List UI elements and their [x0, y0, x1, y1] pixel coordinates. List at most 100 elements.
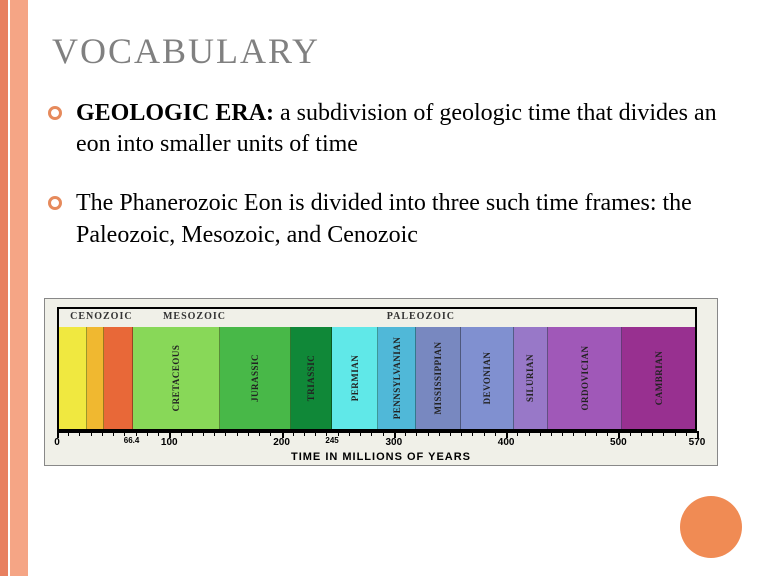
x-axis: 010020030040050057066.4245: [57, 431, 697, 445]
minor-tick: [495, 431, 496, 436]
tick-label-minor: 245: [325, 436, 338, 445]
period-bar: [59, 327, 87, 429]
minor-tick: [652, 431, 653, 436]
minor-tick: [237, 431, 238, 436]
minor-tick: [248, 431, 249, 436]
minor-tick: [439, 431, 440, 436]
definition: The Phanerozoic Eon is divided into thre…: [76, 190, 692, 247]
minor-tick: [562, 431, 563, 436]
term: GEOLOGIC ERA:: [76, 100, 274, 126]
period-bar: [87, 327, 104, 429]
minor-tick: [641, 431, 642, 436]
minor-tick: [585, 431, 586, 436]
minor-tick: [147, 431, 148, 436]
minor-tick: [158, 431, 159, 436]
minor-tick: [79, 431, 80, 436]
minor-tick: [461, 431, 462, 436]
period-bar: CRETACEOUS: [133, 327, 220, 429]
period-label: MISSISSIPPIAN: [433, 341, 443, 414]
era-label: CENOZOIC: [70, 311, 132, 322]
period-label: JURASSIC: [250, 354, 260, 402]
period-label: SILURIAN: [525, 354, 535, 402]
minor-tick: [540, 431, 541, 436]
minor-tick: [596, 431, 597, 436]
minor-tick: [214, 431, 215, 436]
bullet-item: GEOLOGIC ERA: a subdivision of geologic …: [48, 98, 728, 160]
period-label: TRIASSIC: [306, 355, 316, 402]
tick-label: 0: [54, 437, 60, 448]
minor-tick: [192, 431, 193, 436]
bullet-text: GEOLOGIC ERA: a subdivision of geologic …: [76, 98, 728, 160]
chart-plot-area: CENOZOICMESOZOICPALEOZOIC CRETACEOUSJURA…: [57, 307, 697, 431]
bullet-item: The Phanerozoic Eon is divided into thre…: [48, 188, 728, 250]
minor-tick: [472, 431, 473, 436]
minor-tick: [102, 431, 103, 436]
minor-tick: [259, 431, 260, 436]
tick-label: 300: [385, 437, 402, 448]
minor-tick: [293, 431, 294, 436]
minor-tick: [551, 431, 552, 436]
minor-tick: [607, 431, 608, 436]
period-label: DEVONIAN: [482, 352, 492, 405]
minor-tick: [416, 431, 417, 436]
period-label: CAMBRIAN: [654, 351, 664, 406]
period-bar: TRIASSIC: [291, 327, 332, 429]
period-label: PERMIAN: [350, 355, 360, 402]
content-area: GEOLOGIC ERA: a subdivision of geologic …: [48, 98, 728, 279]
axis-line: [57, 431, 697, 433]
minor-tick: [484, 431, 485, 436]
era-labels-row: CENOZOICMESOZOICPALEOZOIC: [59, 309, 695, 327]
minor-tick: [360, 431, 361, 436]
minor-tick: [349, 431, 350, 436]
minor-tick: [225, 431, 226, 436]
tick-label: 570: [689, 437, 706, 448]
period-bar: [104, 327, 133, 429]
minor-tick: [383, 431, 384, 436]
decor-circle: [680, 496, 742, 558]
period-bar: MISSISSIPPIAN: [416, 327, 461, 429]
tick-label: 100: [161, 437, 178, 448]
minor-tick: [686, 431, 687, 436]
period-bar: PERMIAN: [332, 327, 378, 429]
bullet-text: The Phanerozoic Eon is divided into thre…: [76, 188, 728, 250]
bullet-icon: [48, 106, 62, 120]
minor-tick: [304, 431, 305, 436]
tick-label-minor: 66.4: [124, 436, 140, 445]
tick-label: 500: [610, 437, 627, 448]
period-bar: DEVONIAN: [461, 327, 515, 429]
tick-label: 200: [273, 437, 290, 448]
minor-tick: [91, 431, 92, 436]
decor-stripe-1: [0, 0, 8, 576]
minor-tick: [270, 431, 271, 436]
period-label: ORDOVICIAN: [580, 345, 590, 410]
minor-tick: [405, 431, 406, 436]
minor-tick: [675, 431, 676, 436]
minor-tick: [529, 431, 530, 436]
minor-tick: [630, 431, 631, 436]
bullet-icon: [48, 196, 62, 210]
minor-tick: [113, 431, 114, 436]
minor-tick: [428, 431, 429, 436]
period-label: PENNSYLVANIAN: [392, 337, 402, 420]
minor-tick: [450, 431, 451, 436]
minor-tick: [203, 431, 204, 436]
minor-tick: [181, 431, 182, 436]
era-label: MESOZOIC: [163, 311, 226, 322]
period-bar: PENNSYLVANIAN: [378, 327, 416, 429]
minor-tick: [371, 431, 372, 436]
minor-tick: [315, 431, 316, 436]
decor-stripe-2: [10, 0, 28, 576]
axis-title: TIME IN MILLIONS OF YEARS: [45, 451, 717, 463]
minor-tick: [517, 431, 518, 436]
period-bar: ORDOVICIAN: [548, 327, 623, 429]
periods-row: CRETACEOUS JURASSIC TRIASSIC PERMIAN PENNSYL…: [59, 327, 695, 429]
period-bar: JURASSIC: [220, 327, 291, 429]
geologic-timeline-chart: CENOZOICMESOZOICPALEOZOIC CRETACEOUSJURA…: [44, 298, 718, 466]
period-bar: CAMBRIAN: [622, 327, 695, 429]
tick-label: 400: [498, 437, 515, 448]
minor-tick: [68, 431, 69, 436]
period-label: CRETACEOUS: [171, 345, 181, 412]
minor-tick: [663, 431, 664, 436]
minor-tick: [573, 431, 574, 436]
period-bar: SILURIAN: [514, 327, 547, 429]
